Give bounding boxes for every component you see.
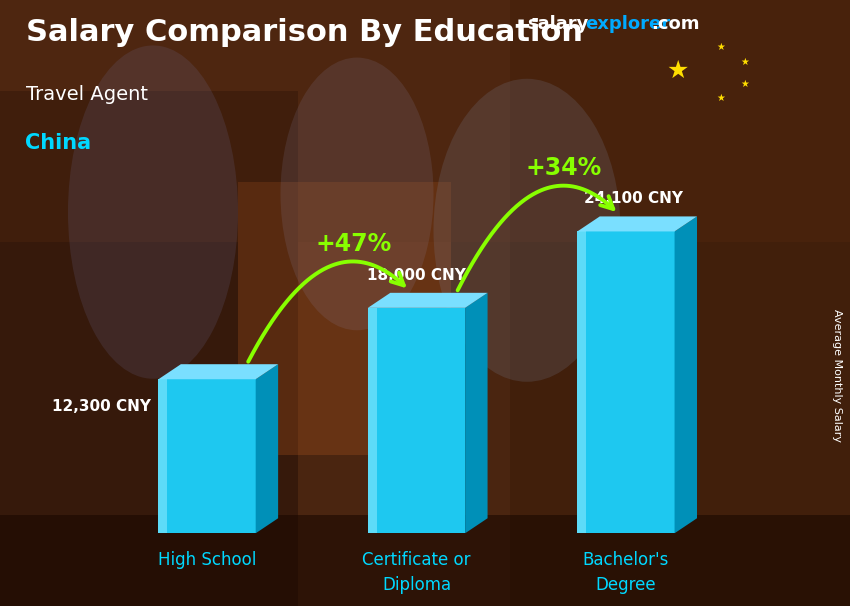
Text: High School: High School — [158, 551, 256, 570]
Bar — [0, 515, 850, 606]
Text: Certificate or
Diploma: Certificate or Diploma — [362, 551, 471, 594]
Text: Salary Comparison By Education: Salary Comparison By Education — [26, 18, 582, 47]
Text: Average Monthly Salary: Average Monthly Salary — [832, 309, 842, 442]
Bar — [238, 182, 450, 454]
Polygon shape — [465, 293, 488, 533]
Text: +47%: +47% — [315, 232, 391, 256]
Polygon shape — [158, 379, 167, 533]
Ellipse shape — [280, 58, 434, 330]
Text: .com: .com — [651, 15, 700, 33]
Text: 18,000 CNY: 18,000 CNY — [367, 268, 466, 283]
Bar — [0, 91, 298, 606]
Text: ★: ★ — [717, 42, 726, 52]
Text: +34%: +34% — [525, 156, 602, 180]
Text: ★: ★ — [740, 57, 749, 67]
Polygon shape — [256, 364, 278, 533]
Polygon shape — [368, 308, 465, 533]
Polygon shape — [158, 379, 256, 533]
Ellipse shape — [434, 79, 620, 382]
Text: ★: ★ — [717, 93, 726, 103]
Ellipse shape — [68, 45, 238, 379]
Text: salary: salary — [527, 15, 588, 33]
Text: 24,100 CNY: 24,100 CNY — [584, 191, 683, 207]
Polygon shape — [577, 231, 675, 533]
Polygon shape — [368, 293, 488, 308]
Polygon shape — [675, 216, 697, 533]
Polygon shape — [577, 216, 697, 231]
Text: Bachelor's
Degree: Bachelor's Degree — [583, 551, 669, 594]
Polygon shape — [368, 308, 377, 533]
Text: Travel Agent: Travel Agent — [26, 85, 148, 104]
Text: China: China — [26, 133, 92, 153]
Bar — [0, 0, 850, 242]
Text: ★: ★ — [666, 59, 689, 83]
Text: ★: ★ — [740, 79, 749, 88]
Polygon shape — [158, 364, 278, 379]
Bar — [510, 0, 850, 606]
Text: 12,300 CNY: 12,300 CNY — [52, 399, 151, 415]
Polygon shape — [577, 231, 586, 533]
Text: explorer: explorer — [585, 15, 670, 33]
